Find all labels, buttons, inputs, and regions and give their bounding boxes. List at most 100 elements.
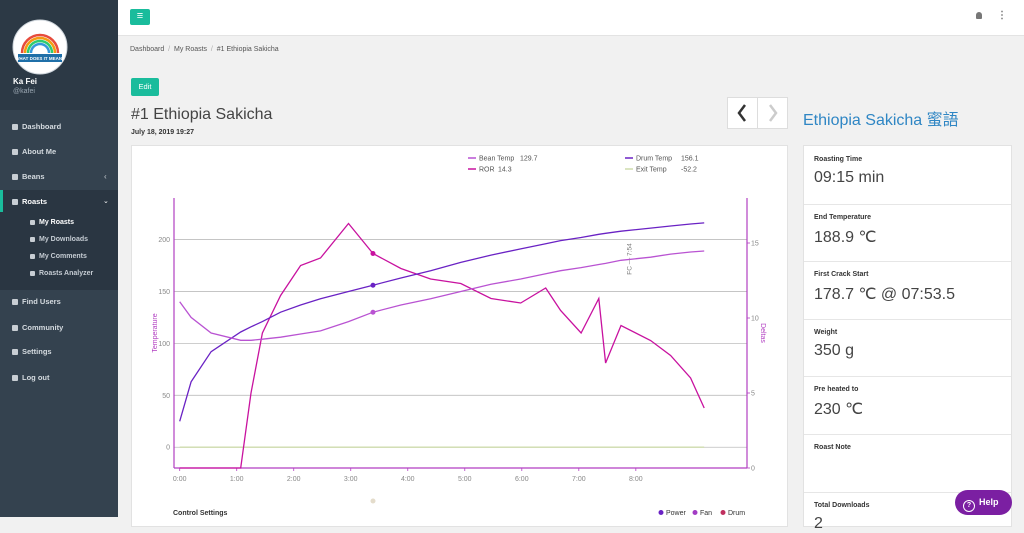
bean-title[interactable]: Ethiopia Sakicha 蜜語 — [803, 112, 959, 129]
submenu-item[interactable]: Roasts Analyzer — [30, 270, 93, 277]
chevron: ‹ — [104, 172, 107, 181]
roast-title: #1 Ethiopia Sakicha — [131, 106, 273, 123]
submenu-item[interactable]: My Comments — [30, 253, 87, 260]
menu-item[interactable]: Find Users — [12, 297, 61, 306]
menu-label: About Me — [22, 147, 57, 156]
menu-icon — [30, 220, 35, 225]
menu-label: Log out — [22, 373, 50, 382]
menu-icon — [12, 124, 18, 130]
logo-text: WHAT DOES IT MEAN? — [15, 56, 65, 61]
control-legend-dot — [658, 510, 664, 515]
control-legend-dot — [692, 510, 698, 515]
series-line — [179, 222, 705, 469]
more-menu[interactable]: ⋮ — [997, 10, 1007, 21]
topbar: ≡ ⋮ — [118, 0, 1024, 36]
x-tick-label: 6:00 — [515, 476, 529, 483]
x-tick-label: 0:00 — [173, 476, 187, 483]
divider — [804, 261, 1011, 263]
bell[interactable] — [976, 12, 982, 19]
logo-banner — [18, 54, 62, 62]
hover-marker — [370, 282, 376, 288]
detail-value: 178.7 ℃ @ 07:53.5 — [814, 286, 955, 304]
control-legend-label: Power — [666, 510, 687, 517]
avatar[interactable]: WHAT DOES IT MEAN? — [12, 19, 68, 75]
menu-item[interactable]: Dashboard — [12, 122, 61, 131]
detail-label: Pre heated to — [814, 386, 859, 394]
menu-item[interactable]: Community — [12, 323, 63, 332]
detail-label: Roasting Time — [814, 156, 863, 163]
menu-item[interactable]: Roasts — [12, 197, 47, 206]
menu-label: My Downloads — [39, 236, 89, 243]
menu-label: Community — [22, 323, 64, 332]
rainbow — [26, 39, 54, 54]
help-button[interactable]: ? Help — [955, 490, 1012, 515]
rainbow — [23, 36, 57, 54]
avatar-circle — [12, 19, 68, 75]
divider — [804, 491, 1011, 493]
y2-tick-label: 0 — [751, 466, 755, 473]
menu-label: Roasts Analyzer — [39, 270, 94, 277]
menu-icon — [12, 375, 18, 381]
menu-toggle[interactable]: ≡ — [130, 9, 150, 25]
user-name: Ka Fei — [13, 77, 38, 86]
menu-item[interactable]: Settings — [12, 347, 52, 356]
menu-item[interactable]: About Me — [12, 147, 56, 156]
menu-icon — [30, 271, 35, 276]
sidebar: WHAT DOES IT MEAN? Ka Fei @kafei ‹ ⌄ Das… — [0, 0, 118, 517]
chart-card: 0 50 100 150 200 0 5 10 15 0:00 1:00 2:00 3:00 4:00 5:… — [131, 145, 788, 527]
hover-marker — [370, 309, 376, 315]
divider — [804, 203, 1011, 205]
hover-marker — [370, 251, 376, 256]
detail-value: 188.9 ℃ — [814, 228, 877, 246]
next-button[interactable] — [757, 97, 788, 129]
y-tick-label: 150 — [158, 289, 170, 296]
legend-label: Bean Temp — [479, 156, 514, 163]
user-handle: @kafei — [13, 88, 35, 95]
legend-label: ROR — [479, 167, 495, 174]
breadcrumb-item: #1 Ethiopia Sakicha — [216, 46, 279, 53]
menu-label: Find Users — [22, 297, 61, 306]
menu-icon — [12, 349, 18, 355]
detail-value: 230 ℃ — [814, 401, 864, 419]
menu-item[interactable]: Log out — [12, 373, 50, 382]
divider — [804, 376, 1011, 378]
active-item — [0, 190, 118, 212]
menu-label: Dashboard — [22, 122, 62, 131]
menu-label: My Comments — [39, 253, 87, 260]
detail-label: Total Downloads — [814, 501, 870, 509]
y2-tick-label: 5 — [751, 391, 755, 398]
series-line — [179, 250, 705, 341]
divider — [804, 434, 1011, 435]
menu-icon — [12, 149, 18, 155]
detail-value: 2 — [814, 514, 823, 532]
legend-value: 156.1 — [681, 156, 699, 163]
x-tick-label: 3:00 — [344, 476, 358, 483]
menu-icon — [12, 199, 18, 205]
roast-date: July 18, 2019 19:27 — [131, 129, 195, 136]
edit-button[interactable]: Edit — [131, 78, 159, 96]
prev-button[interactable] — [727, 97, 758, 129]
rainbow — [20, 33, 60, 54]
legend-label: Exit Temp — [636, 167, 667, 174]
breadcrumb: Dashboard / My Roasts / #1 Ethiopia Saki… — [130, 46, 279, 53]
rainbow — [29, 42, 51, 54]
x-tick-label: 5:00 — [458, 476, 472, 483]
y-tick-label: 50 — [162, 393, 170, 400]
menu-icon — [12, 325, 18, 331]
y-tick-label: 0 — [166, 445, 170, 452]
menu-icon — [12, 174, 18, 180]
y2-axis-label: Deltas — [759, 323, 766, 343]
y2-tick-label: 10 — [751, 316, 759, 323]
menu-item[interactable]: Beans — [12, 172, 45, 181]
submenu-item[interactable]: My Downloads — [30, 236, 88, 243]
breadcrumb-item[interactable]: My Roasts — [173, 46, 208, 53]
breadcrumb-item[interactable]: Dashboard — [130, 46, 165, 53]
menu-label: Beans — [22, 172, 45, 181]
detail-label: End Temperature — [814, 213, 872, 221]
submenu-item[interactable]: My Roasts — [30, 219, 74, 226]
legend-value: -52.2 — [681, 167, 697, 174]
menu-label: Roasts — [22, 197, 48, 206]
control-title: Control Settings — [173, 510, 228, 517]
menu-label: My Roasts — [39, 219, 75, 226]
